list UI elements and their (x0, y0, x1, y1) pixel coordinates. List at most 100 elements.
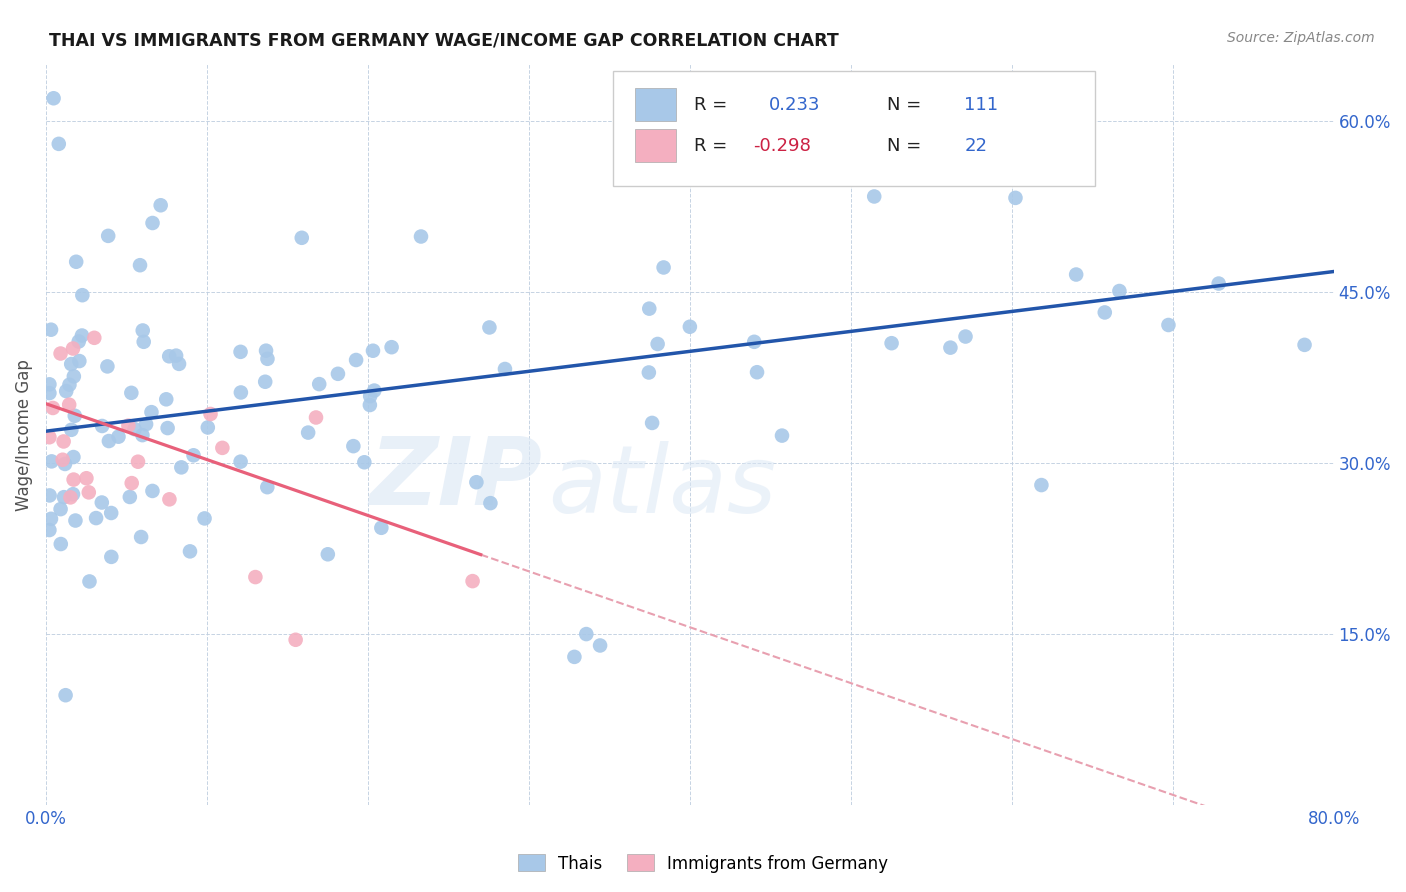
Point (97, 228, 120, 243)
Point (229, 344, 252, 359)
Point (193, 511, 215, 525)
Point (955, 329, 977, 343)
Text: ZIP: ZIP (368, 433, 541, 525)
Point (63, 369, 86, 384)
Point (72, 288, 94, 302)
Point (381, 340, 404, 354)
Point (39, 512, 62, 526)
Point (79, 574, 101, 589)
Point (96, 359, 118, 374)
Point (326, 367, 349, 381)
Point (478, 320, 501, 334)
Point (52, 434, 75, 449)
Point (129, 258, 152, 272)
Text: R =: R = (693, 136, 733, 154)
Point (39, 323, 62, 337)
Text: Source: ZipAtlas.com: Source: ZipAtlas.com (1227, 31, 1375, 45)
Point (100, 549, 122, 564)
Point (52, 490, 75, 504)
Point (55, 384, 77, 398)
Point (1157, 318, 1180, 332)
Point (65, 514, 87, 528)
Point (165, 349, 187, 363)
Point (245, 570, 267, 584)
Point (647, 337, 669, 351)
Point (141, 405, 163, 419)
Point (641, 416, 664, 430)
Point (141, 216, 163, 230)
Point (91, 419, 114, 434)
Point (132, 323, 155, 337)
Point (256, 351, 278, 366)
Point (107, 430, 129, 444)
Point (131, 428, 153, 442)
Point (120, 385, 142, 400)
Point (156, 421, 179, 435)
FancyBboxPatch shape (634, 129, 676, 162)
Point (742, 334, 765, 349)
Point (60, 423, 83, 437)
Point (361, 343, 384, 358)
Point (53, 457, 76, 471)
Text: N =: N = (887, 136, 927, 154)
Point (1108, 284, 1130, 298)
Point (1064, 268, 1087, 282)
Point (183, 448, 205, 462)
Point (1004, 191, 1026, 205)
Point (1031, 478, 1053, 492)
Point (52, 452, 75, 467)
Point (59, 491, 82, 505)
Point (49, 537, 72, 551)
Point (342, 439, 364, 453)
Point (58, 377, 80, 392)
Point (297, 425, 319, 440)
Point (62, 487, 84, 501)
Point (84, 511, 107, 525)
Point (97, 434, 120, 448)
Point (211, 441, 233, 455)
Point (38, 386, 60, 401)
Point (90, 495, 112, 509)
Point (363, 384, 385, 398)
Point (863, 189, 886, 203)
Point (308, 377, 330, 392)
Point (229, 455, 252, 469)
Point (60, 357, 83, 371)
Point (49, 502, 72, 516)
Point (149, 198, 172, 212)
Point (465, 475, 488, 490)
Point (159, 492, 181, 507)
Point (155, 392, 177, 407)
Point (370, 521, 392, 535)
Point (42, 91, 65, 105)
Point (70, 328, 93, 343)
Point (170, 460, 193, 475)
Point (409, 229, 432, 244)
Point (344, 353, 367, 368)
Point (197, 420, 219, 434)
Point (38, 523, 60, 537)
Text: THAI VS IMMIGRANTS FROM GERMANY WAGE/INCOME GAP CORRELATION CHART: THAI VS IMMIGRANTS FROM GERMANY WAGE/INC… (49, 31, 839, 49)
Point (256, 480, 278, 494)
Point (316, 547, 339, 561)
Point (141, 483, 163, 498)
Text: 0.233: 0.233 (769, 95, 820, 114)
Point (359, 398, 381, 412)
Point (100, 506, 122, 520)
Point (58, 398, 80, 412)
Point (127, 455, 149, 469)
Point (62, 473, 84, 487)
Point (38, 377, 60, 392)
Point (575, 627, 598, 641)
Point (1294, 338, 1316, 352)
Text: 111: 111 (965, 95, 998, 114)
Point (135, 417, 157, 432)
FancyBboxPatch shape (634, 88, 676, 121)
Point (284, 632, 307, 647)
Point (83, 331, 105, 345)
Point (63, 409, 86, 423)
Point (254, 375, 277, 389)
Point (124, 422, 146, 436)
Point (564, 649, 586, 664)
Point (679, 319, 702, 334)
